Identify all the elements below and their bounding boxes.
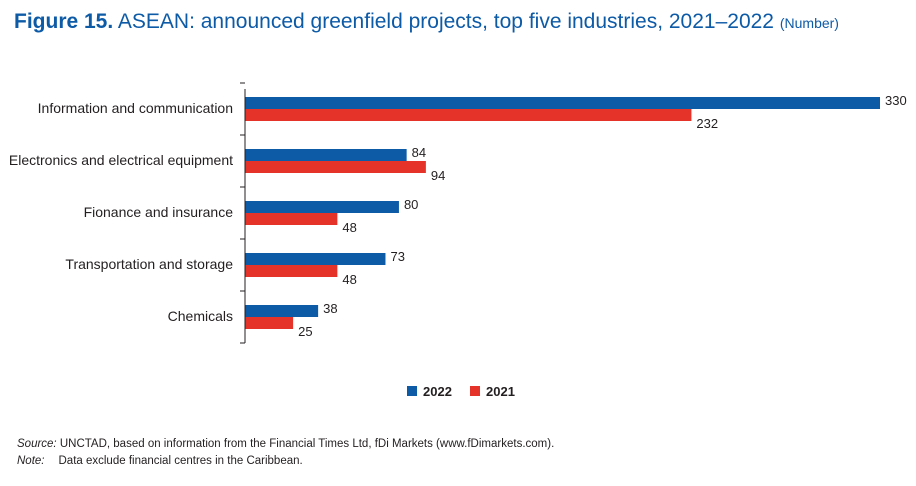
category-label: Fionance and insurance bbox=[84, 204, 234, 220]
bar-2022 bbox=[245, 253, 386, 265]
legend-swatch-2022 bbox=[407, 386, 417, 396]
data-label: 25 bbox=[298, 324, 312, 339]
data-label: 94 bbox=[431, 168, 445, 183]
data-label: 48 bbox=[342, 272, 356, 287]
data-label: 38 bbox=[323, 301, 337, 316]
bar-2021 bbox=[245, 213, 338, 225]
data-label: 330 bbox=[885, 93, 907, 108]
bar-2022 bbox=[245, 305, 319, 317]
bar-2021 bbox=[245, 161, 426, 173]
category-label: Transportation and storage bbox=[65, 256, 233, 272]
data-label: 80 bbox=[404, 197, 418, 212]
figure-number: Figure 15. bbox=[14, 10, 114, 33]
legend-label-2022: 2022 bbox=[423, 384, 452, 399]
source-key: Source: bbox=[17, 438, 57, 450]
bar-2022 bbox=[245, 97, 880, 109]
source-text: UNCTAD, based on information from the Fi… bbox=[56, 438, 555, 450]
data-label: 84 bbox=[412, 145, 426, 160]
note-key: Note: bbox=[17, 455, 45, 467]
legend-swatch-2021 bbox=[470, 386, 480, 396]
source-line: Source: UNCTAD, based on information fro… bbox=[17, 436, 554, 453]
category-label: Electronics and electrical equipment bbox=[9, 152, 233, 168]
data-label: 48 bbox=[342, 220, 356, 235]
bar-2021 bbox=[245, 109, 692, 121]
note-line: Note: Data exclude financial centres in t… bbox=[17, 453, 554, 470]
bar-2021 bbox=[245, 265, 338, 277]
category-label: Chemicals bbox=[168, 308, 233, 324]
bar-2022 bbox=[245, 201, 399, 213]
category-label: Information and communication bbox=[38, 100, 233, 116]
bar-2022 bbox=[245, 149, 407, 161]
note-text: Data exclude financial centres in the Ca… bbox=[58, 455, 303, 467]
data-label: 232 bbox=[696, 116, 718, 131]
data-label: 73 bbox=[390, 249, 404, 264]
title-unit: (Number) bbox=[779, 15, 839, 31]
bar-chart: Information and communication 330 232 Elect… bbox=[9, 82, 907, 399]
chart-footer: Source: UNCTAD, based on information fro… bbox=[17, 436, 554, 470]
chart-title: Figure 15. ASEAN: announced greenfield p… bbox=[14, 10, 839, 34]
legend-label-2021: 2021 bbox=[486, 384, 515, 399]
bar-2021 bbox=[245, 317, 294, 329]
title-text: ASEAN: announced greenfield projects, to… bbox=[117, 10, 774, 33]
